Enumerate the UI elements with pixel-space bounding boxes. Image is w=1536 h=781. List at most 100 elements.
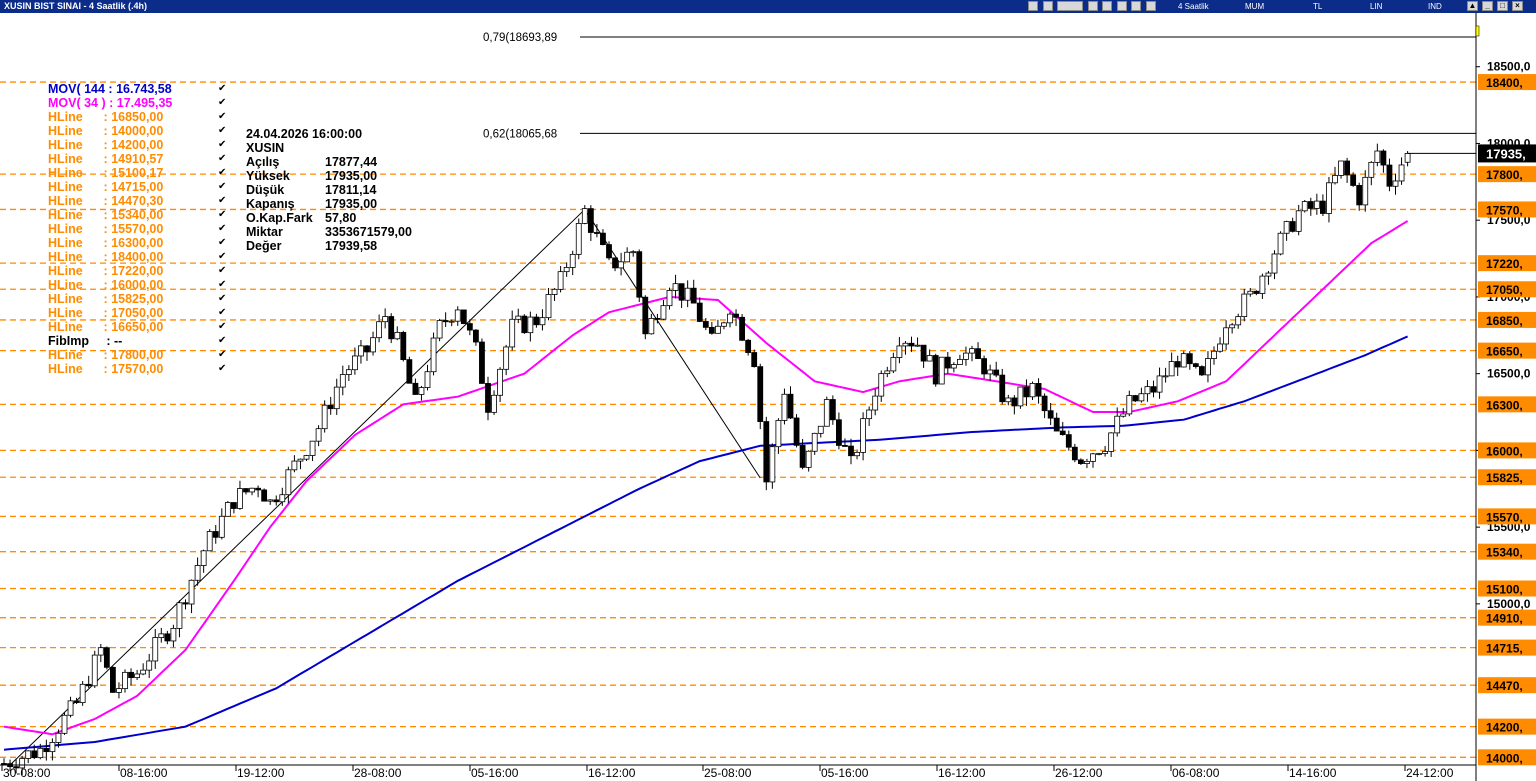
candle-body xyxy=(460,309,467,324)
check-icon[interactable]: ✔ xyxy=(218,181,227,192)
candle-body xyxy=(1271,253,1278,274)
check-icon[interactable]: ✔ xyxy=(218,167,227,178)
candle-body xyxy=(636,251,643,298)
candle-body xyxy=(466,323,473,331)
legend-item[interactable]: HLine : 14715,00 xyxy=(48,180,164,194)
check-icon[interactable]: ✔ xyxy=(218,209,227,220)
edit-icon[interactable] xyxy=(1042,1,1053,11)
legend-item[interactable]: HLine : 14200,00 xyxy=(48,138,164,152)
candle-body xyxy=(1307,201,1314,209)
legend-item[interactable]: HLine : 16000,00 xyxy=(48,278,164,292)
maximize-icon[interactable]: □ xyxy=(1497,1,1508,11)
legend-item[interactable]: HLine : 16650,00 xyxy=(48,320,164,334)
menu-chart-type[interactable]: MUM xyxy=(1245,2,1265,11)
hline-tag-label: 15825, xyxy=(1486,471,1523,485)
check-icon[interactable]: ✔ xyxy=(218,335,227,346)
candle-body xyxy=(424,371,431,388)
check-icon[interactable]: ✔ xyxy=(218,349,227,360)
pen-icon[interactable] xyxy=(1116,1,1127,11)
check-icon[interactable]: ✔ xyxy=(218,265,227,276)
legend-item[interactable]: HLine : 15825,00 xyxy=(48,292,164,306)
candle-body xyxy=(279,494,286,503)
candle-body xyxy=(987,369,994,375)
check-icon[interactable]: ✔ xyxy=(218,363,227,374)
candle-body xyxy=(594,232,600,234)
candle-body xyxy=(1059,430,1066,436)
check-icon[interactable]: ✔ xyxy=(218,153,227,164)
candle-body xyxy=(1144,386,1151,395)
zoom-icon[interactable] xyxy=(1087,1,1098,11)
check-icon[interactable]: ✔ xyxy=(218,251,227,262)
legend-item[interactable]: HLine : 15100,17 xyxy=(48,166,164,180)
legend-item[interactable]: HLine : 14910,57 xyxy=(48,152,164,166)
check-icon[interactable]: ✔ xyxy=(218,125,227,136)
candle-body xyxy=(436,320,443,339)
menu-currency[interactable]: TL xyxy=(1313,2,1323,11)
legend-item[interactable]: HLine : 14470,30 xyxy=(48,194,164,208)
candle-body xyxy=(448,320,455,323)
check-icon[interactable]: ✔ xyxy=(218,83,227,94)
check-icon[interactable]: ✔ xyxy=(218,307,227,318)
template-icon[interactable] xyxy=(1057,1,1084,11)
candle-body xyxy=(1090,453,1096,462)
candle-body xyxy=(1035,383,1042,397)
legend-item[interactable]: HLine : 16300,00 xyxy=(48,236,164,250)
fib-label: 0,79(18693,89 xyxy=(483,32,557,44)
check-icon[interactable]: ✔ xyxy=(218,279,227,290)
candle-body xyxy=(745,339,752,353)
hline-layer xyxy=(0,81,1476,758)
candle-body xyxy=(1283,221,1290,234)
candle-body xyxy=(1277,232,1284,255)
chart-icon[interactable] xyxy=(1028,1,1038,11)
check-icon[interactable]: ✔ xyxy=(218,237,227,248)
candle-body xyxy=(612,257,618,269)
candle-body xyxy=(981,358,987,375)
arrow-icon[interactable] xyxy=(1145,1,1156,11)
check-icon[interactable]: ✔ xyxy=(218,223,227,234)
restore-icon[interactable]: ▲ xyxy=(1467,1,1478,11)
minimize-icon[interactable]: _ xyxy=(1482,1,1493,11)
legend-item[interactable]: HLine : 17800,00 xyxy=(48,348,164,362)
legend-item[interactable]: HLine : 15340,00 xyxy=(48,208,164,222)
check-icon[interactable]: ✔ xyxy=(218,139,227,150)
candle-body xyxy=(1326,182,1332,214)
legend-item[interactable]: HLine : 17050,00 xyxy=(48,306,164,320)
legend-item[interactable]: MOV( 34 ) : 17.495,35 xyxy=(48,96,173,110)
candle-body xyxy=(1084,460,1090,464)
hline-tag xyxy=(1478,74,1536,91)
legend-item[interactable]: MOV( 144 : 16.743,58 xyxy=(48,82,172,96)
menu-indicator[interactable]: IND xyxy=(1428,2,1442,11)
check-icon[interactable]: ✔ xyxy=(218,195,227,206)
check-icon[interactable]: ✔ xyxy=(218,321,227,332)
info-close-value: 17935,00 xyxy=(325,197,378,211)
candle-body xyxy=(1259,275,1266,294)
hline-tag xyxy=(1478,469,1536,486)
legend-item[interactable]: HLine : 16850,00 xyxy=(48,110,164,124)
legend-item[interactable]: HLine : 17220,00 xyxy=(48,264,164,278)
candle-body xyxy=(261,489,268,502)
close-icon[interactable]: × xyxy=(1512,1,1523,11)
legend-item[interactable]: HLine : 14000,00 xyxy=(48,124,164,138)
hline-tag xyxy=(1478,255,1536,272)
menu-period[interactable]: 4 Saatlik xyxy=(1178,2,1209,11)
legend-item[interactable]: HLine : 15570,00 xyxy=(48,222,164,236)
candle-body xyxy=(1096,453,1102,455)
candle-body xyxy=(672,283,679,291)
candle-body xyxy=(872,395,879,411)
candle-body xyxy=(333,386,340,410)
candle-body xyxy=(805,450,812,468)
candle-body xyxy=(376,321,383,339)
print-icon[interactable] xyxy=(1102,1,1113,11)
legend-item[interactable]: HLine : 18400,00 xyxy=(48,250,164,264)
legend-item[interactable]: HLine : 17570,00 xyxy=(48,362,164,376)
candle-body xyxy=(569,253,576,268)
candle-body xyxy=(1205,358,1211,376)
legend-item[interactable]: FibImp : -- xyxy=(48,334,123,348)
candle-body xyxy=(339,374,346,388)
price-chart[interactable]: 0,79(18693,89 0,62(18065,68 18500,018000,… xyxy=(0,13,1536,781)
check-icon[interactable]: ✔ xyxy=(218,293,227,304)
color-icon[interactable] xyxy=(1131,1,1142,11)
check-icon[interactable]: ✔ xyxy=(218,97,227,108)
check-icon[interactable]: ✔ xyxy=(218,111,227,122)
menu-scale[interactable]: LIN xyxy=(1370,2,1383,11)
